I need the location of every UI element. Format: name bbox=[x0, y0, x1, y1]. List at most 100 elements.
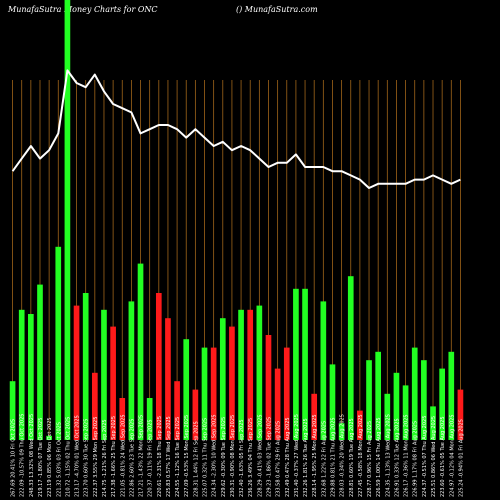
bar bbox=[347, 276, 354, 440]
x-tick-label: 213.17 -4.70% 01 Wed Oct 2025 bbox=[75, 415, 81, 497]
bar bbox=[146, 398, 153, 440]
x-tick-label: 223.70 0.60% 30 Tue Sep 2025 bbox=[84, 419, 90, 497]
bar bbox=[64, 0, 71, 440]
x-tick-label: 210.72 -1.15% 02 Thu Oct 2025 bbox=[65, 417, 71, 497]
bar bbox=[375, 351, 382, 440]
x-tick-label: 226.99 1.17% 08 Fri Aug 2025 bbox=[413, 421, 419, 497]
x-tick-label: 225.24 -0.94% 01 Fri Aug 2025 bbox=[458, 419, 464, 497]
bar bbox=[402, 385, 409, 440]
x-tick-label: 222.09 -10.57% 09 Thu Oct 2025 bbox=[20, 414, 26, 497]
bar bbox=[302, 288, 308, 440]
x-tick-label: 223.19 0.85% 06 Mon Oct 2025 bbox=[47, 417, 53, 497]
bar bbox=[457, 389, 464, 440]
bar bbox=[393, 372, 400, 440]
x-tick-label: 229.88 0.81% 21 Thu Aug 2025 bbox=[330, 417, 336, 497]
bar bbox=[329, 364, 336, 440]
x-tick-label: 223.60 -0.61% 05 Tue Aug 2025 bbox=[440, 416, 446, 497]
bar bbox=[110, 326, 116, 440]
x-tick-label: 226.59 1.00% 14 Thu Aug 2025 bbox=[376, 417, 382, 497]
bar bbox=[411, 347, 418, 440]
bar bbox=[247, 309, 254, 440]
x-tick-label: 248.33 13.32% 08 Wed Oct 2025 bbox=[29, 414, 35, 497]
bar bbox=[256, 305, 263, 440]
bar bbox=[28, 314, 34, 440]
bar bbox=[165, 318, 171, 440]
bar bbox=[238, 309, 244, 440]
bar bbox=[82, 293, 89, 440]
bar bbox=[192, 389, 199, 440]
x-tick-label: 228.81 0.60% 19 Tue Aug 2025 bbox=[349, 418, 355, 497]
gridlines bbox=[12, 80, 461, 440]
x-tick-label: 232.49 0.47% 28 Thu Aug 2025 bbox=[285, 417, 291, 497]
bar bbox=[229, 326, 235, 440]
bar bbox=[210, 347, 217, 440]
x-tick-label: 227.45 -0.58% 18 Mon Aug 2025 bbox=[358, 414, 364, 497]
x-tick-label: 225.07 0.32% 11 Thu Sep 2025 bbox=[203, 418, 209, 497]
bar bbox=[219, 318, 226, 440]
x-tick-label: 229.23 -1.86% 02 Tue Sep 2025 bbox=[266, 417, 272, 497]
x-tick-label: 222.86 2.60% 23 Tue Sep 2025 bbox=[129, 419, 135, 497]
bar bbox=[448, 351, 455, 440]
bar bbox=[265, 335, 272, 440]
x-tick-label: 227.09 -0.53% 15 Mon Sep 2025 bbox=[184, 415, 190, 497]
bar bbox=[101, 309, 107, 440]
x-tick-label: 228.03 -0.34% 20 Wed Aug 2025 bbox=[340, 414, 346, 497]
x-tick-label: 228.14 -1.95% 25 Mon Aug 2025 bbox=[312, 414, 318, 497]
bar bbox=[18, 309, 25, 440]
x-axis-ticks: 267.69 20.41% 10 Fri Oct 2025 222.09 -10.… bbox=[11, 414, 465, 497]
bar bbox=[137, 263, 144, 440]
x-tick-label: 217.38 -1.66% 25 Thu Sep 2025 bbox=[111, 416, 117, 497]
x-tick-label: 221.05 -0.81% 24 Wed Sep 2025 bbox=[120, 414, 126, 497]
x-tick-label: 226.91 0.33% 12 Tue Aug 2025 bbox=[394, 418, 400, 497]
x-tick-label: 232.26 1.81% 26 Tue Aug 2025 bbox=[303, 418, 309, 497]
bar bbox=[183, 339, 190, 440]
x-tick-label: 217.21 -1.43% 22 Mon Sep 2025 bbox=[139, 415, 145, 497]
chart-title: MunafaSutra Money Charts for ONC bbox=[8, 5, 158, 14]
bar bbox=[73, 305, 80, 440]
x-tick-label: 224.34 -2.30% 10 Wed Sep 2025 bbox=[212, 414, 218, 497]
bar bbox=[201, 347, 208, 440]
volume-bars bbox=[9, 0, 464, 440]
x-tick-label: 224.35 -1.13% 13 Wed Aug 2025 bbox=[385, 414, 391, 497]
bar bbox=[46, 435, 52, 440]
bar bbox=[283, 347, 290, 440]
bar bbox=[384, 393, 391, 440]
x-tick-label: 228.29 -0.41% 03 Wed Sep 2025 bbox=[257, 414, 263, 497]
bar bbox=[338, 423, 345, 440]
bar bbox=[155, 293, 162, 440]
x-tick-label: 232.68 1.22% 22 Fri Aug 2025 bbox=[321, 421, 327, 497]
x-tick-label: 226.17 -0.36% 11 Mon Aug 2025 bbox=[404, 414, 410, 497]
bar bbox=[430, 406, 436, 440]
bar bbox=[37, 284, 43, 440]
bar bbox=[320, 301, 327, 440]
x-tick-label: 231.40 -0.37% 27 Wed Aug 2025 bbox=[294, 414, 300, 497]
bar bbox=[293, 288, 299, 440]
x-tick-label: 267.69 20.41% 10 Fri Oct 2025 bbox=[11, 419, 17, 497]
bar bbox=[439, 368, 445, 440]
bar bbox=[311, 393, 318, 440]
x-tick-label: 222.37 3.55% 29 Mon Sep 2025 bbox=[93, 417, 99, 497]
x-tick-label: 228.77 0.96% 15 Fri Aug 2025 bbox=[367, 421, 373, 497]
bar bbox=[91, 372, 98, 440]
x-tick-label: 214.75 -1.21% 26 Fri Sep 2025 bbox=[102, 419, 108, 497]
bar bbox=[9, 381, 16, 440]
x-tick-label: 219.17 -1.80% 07 Tue Oct 2025 bbox=[38, 418, 44, 497]
price-polyline bbox=[11, 69, 461, 189]
x-tick-label: 220.37 -0.11% 19 Fri Sep 2025 bbox=[148, 419, 154, 497]
bar bbox=[274, 368, 281, 440]
site-credit: () MunafaSutra.com bbox=[236, 5, 318, 14]
x-tick-label: 224.37 -0.51% 07 Thu Aug 2025 bbox=[422, 416, 428, 497]
bar bbox=[119, 398, 126, 440]
x-tick-label: 224.97 -0.12% 04 Mon Aug 2025 bbox=[449, 414, 455, 497]
x-tick-label: 221.32 5.03% 03 Fri Oct 2025 bbox=[56, 422, 62, 497]
x-tick-label: 225.83 0.57% 17 Wed Sep 2025 bbox=[166, 416, 172, 497]
x-tick-label: 233.58 0.47% 29 Fri Aug 2025 bbox=[276, 421, 282, 497]
x-tick-label: 236.26 3.49% 04 Thu Sep 2025 bbox=[248, 418, 254, 497]
x-tick-label: 230.31 -0.90% 08 Mon Sep 2025 bbox=[230, 415, 236, 497]
bar bbox=[55, 246, 62, 440]
bar bbox=[366, 360, 372, 440]
bar bbox=[357, 410, 363, 440]
bar bbox=[128, 301, 135, 440]
bar bbox=[174, 381, 180, 440]
x-tick-label: 229.62 -0.30% 09 Tue Sep 2025 bbox=[221, 417, 227, 497]
